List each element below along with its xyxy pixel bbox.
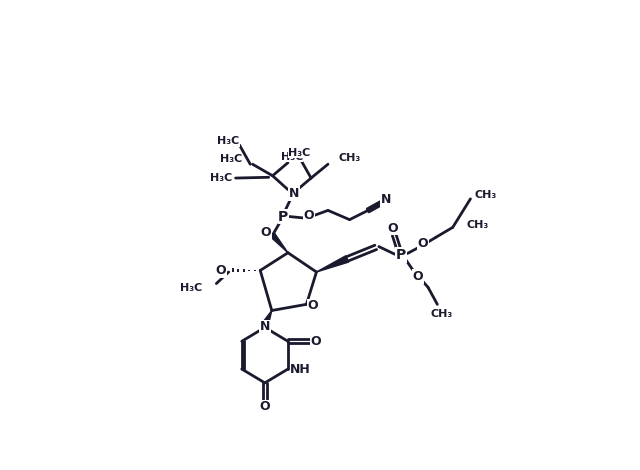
- Text: O: O: [387, 222, 398, 235]
- Text: P: P: [278, 210, 289, 224]
- Text: O: O: [310, 335, 321, 348]
- Text: O: O: [417, 237, 428, 250]
- Text: CH₃: CH₃: [467, 220, 489, 230]
- Text: O: O: [216, 264, 227, 277]
- Text: N: N: [289, 187, 300, 200]
- Text: NH: NH: [291, 362, 311, 376]
- Text: H₃C: H₃C: [180, 283, 202, 293]
- Text: O: O: [303, 209, 314, 221]
- Text: H₃C: H₃C: [289, 148, 310, 157]
- Text: CH₃: CH₃: [339, 153, 361, 163]
- Text: H₃C: H₃C: [220, 154, 242, 164]
- Text: H₃C: H₃C: [217, 136, 239, 146]
- Polygon shape: [316, 256, 349, 272]
- Polygon shape: [271, 233, 288, 253]
- Text: O: O: [260, 400, 270, 413]
- Text: CH₃: CH₃: [474, 190, 497, 200]
- Polygon shape: [262, 311, 272, 327]
- Text: N: N: [260, 320, 270, 333]
- Text: O: O: [413, 270, 424, 283]
- Text: O: O: [260, 226, 271, 239]
- Text: P: P: [396, 248, 406, 262]
- Text: O: O: [307, 299, 318, 313]
- Text: CH₃: CH₃: [430, 309, 452, 319]
- Text: H₃C: H₃C: [281, 151, 303, 162]
- Text: N: N: [381, 193, 391, 206]
- Text: H₃C: H₃C: [209, 173, 232, 183]
